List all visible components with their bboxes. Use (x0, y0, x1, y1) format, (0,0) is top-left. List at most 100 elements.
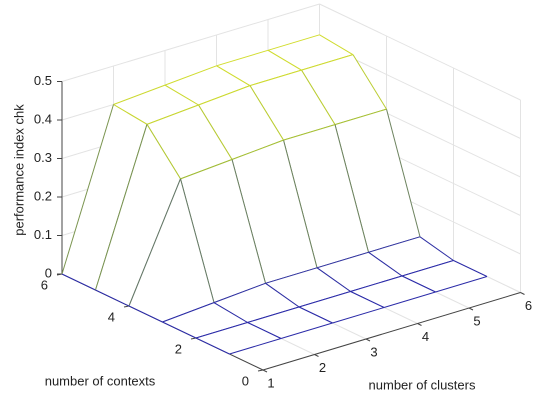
mesh-edge (164, 84, 199, 106)
mesh-edge (298, 306, 333, 324)
mesh-edge (180, 159, 233, 180)
x-tick-label: 6 (525, 298, 532, 313)
mesh-edge (350, 275, 403, 292)
x-tick-label: 5 (473, 313, 480, 328)
mesh-edge (113, 84, 166, 105)
mesh-edge (198, 104, 233, 160)
mesh-edge (162, 321, 197, 339)
tick-mark (468, 307, 474, 311)
x-axis-label: number of clusters (369, 377, 476, 392)
mesh-edge (283, 124, 336, 141)
grid-line (61, 3, 320, 82)
mesh-edge (368, 236, 421, 253)
grid-line (319, 3, 521, 101)
mesh-edge (334, 108, 387, 126)
mesh-edge (128, 178, 181, 307)
tick-mark (417, 323, 422, 326)
mesh-face (350, 276, 436, 308)
mesh-edge (265, 267, 318, 284)
y-tick-label: 0 (242, 373, 249, 388)
mesh-edge (231, 139, 284, 160)
mesh-edge (401, 275, 436, 293)
z-tick-label: 0.3 (34, 150, 52, 165)
mesh-face (216, 50, 302, 86)
mesh-edge (298, 291, 351, 308)
mesh-edge (95, 289, 130, 307)
tick-mark (365, 338, 371, 342)
mesh-edge (383, 291, 436, 308)
mesh-edge (146, 124, 181, 180)
mesh-edge (249, 69, 302, 87)
mesh-edge (352, 54, 387, 110)
mesh-edge (283, 140, 318, 268)
tick-mark (520, 292, 525, 295)
mesh-edge (267, 34, 320, 51)
mesh-edge (216, 65, 251, 87)
tick-mark (190, 337, 197, 340)
z-tick-label: 0.4 (34, 111, 52, 126)
mesh-face (232, 140, 317, 284)
mesh-face (317, 252, 402, 292)
z-tick-label: 0.1 (34, 227, 52, 242)
mesh-edge (401, 260, 454, 277)
mesh-face (368, 236, 454, 276)
mesh-edge (368, 251, 403, 277)
y-axis-label: number of contexts (45, 373, 156, 388)
mesh-face (299, 291, 384, 323)
mesh-face (165, 65, 250, 105)
mesh-face (147, 105, 232, 179)
mesh-edge (332, 307, 385, 324)
mesh-face (198, 85, 284, 160)
mesh-edge (265, 282, 300, 308)
mesh-edge (419, 236, 454, 261)
mesh-edge (249, 85, 284, 141)
mesh-face (95, 124, 181, 306)
mesh-edge (316, 267, 351, 292)
mesh-edge (350, 291, 385, 308)
mesh-edge (195, 337, 230, 355)
mesh-edge (213, 302, 248, 323)
mesh-edge (198, 85, 251, 106)
x-tick-label: 1 (267, 375, 274, 390)
mesh-edge (386, 109, 421, 237)
mesh-edge (319, 34, 354, 56)
mesh-edge (61, 104, 114, 275)
x-axis (262, 292, 521, 371)
mesh-face (62, 104, 147, 290)
z-axis-label: performance index chk (11, 104, 26, 236)
mesh-edge (267, 49, 302, 71)
y-tick-label: 6 (41, 277, 48, 292)
mesh-edge (146, 104, 199, 125)
tick-mark (314, 354, 319, 357)
mesh-edge (247, 322, 282, 339)
mesh-edge (61, 273, 96, 291)
mesh-edge (162, 302, 215, 323)
mesh-edge (301, 54, 354, 71)
mesh-face (335, 109, 420, 253)
x-tick-label: 3 (370, 344, 377, 359)
mesh-face (214, 283, 299, 323)
z-tick-label: 0 (45, 265, 52, 280)
mesh-face (162, 302, 248, 338)
mesh-face (250, 70, 335, 141)
mesh-face (196, 322, 281, 354)
mesh-face (129, 178, 214, 322)
tick-mark (262, 369, 268, 373)
mesh-edge (113, 104, 148, 125)
mesh-edge (280, 322, 333, 339)
x-tick-label: 4 (422, 329, 429, 344)
z-tick-label: 0.5 (34, 73, 52, 88)
y-tick-label: 2 (175, 341, 182, 356)
mesh-edge (216, 49, 269, 67)
mesh-face (283, 124, 369, 268)
mesh-edge (247, 306, 300, 323)
x-tick-label: 2 (319, 360, 326, 375)
mesh-face (247, 307, 333, 339)
mesh-edge (164, 65, 217, 86)
mesh-edge (95, 124, 148, 291)
mesh-edge (316, 251, 369, 269)
mesh-edge (453, 260, 488, 277)
mesh-edge (334, 124, 369, 253)
mesh-face (113, 85, 199, 125)
